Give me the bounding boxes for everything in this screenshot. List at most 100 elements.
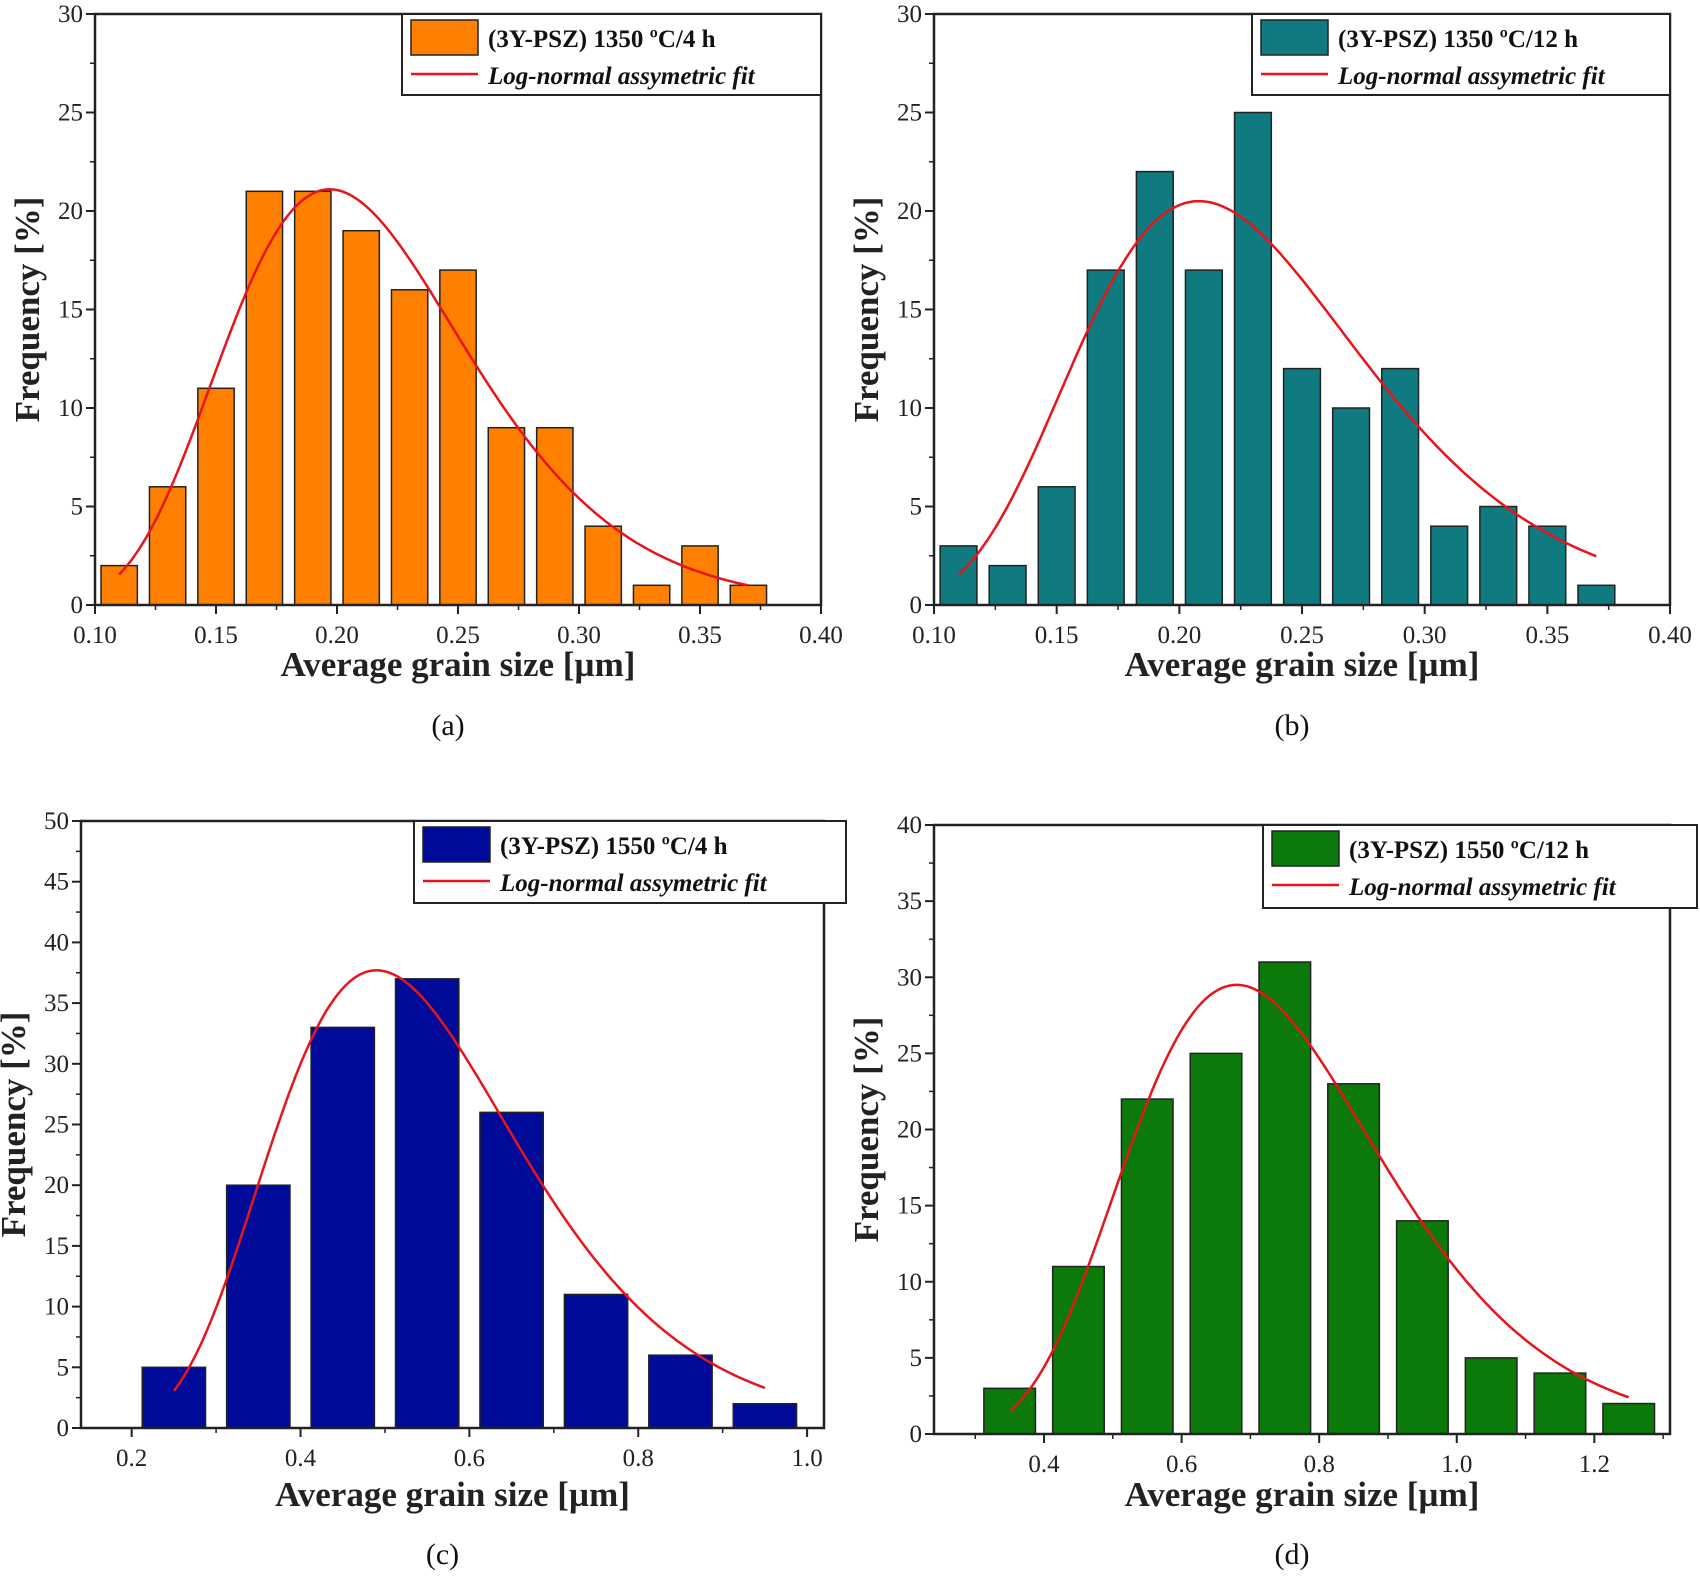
bar <box>535 426 574 606</box>
x-tick-label: 0.10 <box>73 622 117 649</box>
x-tick-label: 0.4 <box>285 1445 317 1472</box>
x-tick-label: 0.8 <box>623 1445 654 1472</box>
legend-label-series: (3Y-PSZ) 1550 ºC/12 h <box>1349 837 1589 864</box>
bar <box>1282 367 1322 606</box>
x-tick-label: 0.6 <box>454 1445 485 1472</box>
legend-bar-swatch <box>422 826 491 863</box>
bar <box>729 584 768 606</box>
y-tick-label: 25 <box>897 100 922 127</box>
x-tick-label: 1.2 <box>1579 1451 1610 1478</box>
x-tick-label: 0.20 <box>1157 622 1201 649</box>
y-tick-label: 20 <box>44 1172 69 1199</box>
fit-curve <box>118 188 749 587</box>
bar <box>1533 1372 1587 1435</box>
panel-caption: (b) <box>1275 709 1310 742</box>
bar <box>1037 486 1076 606</box>
y-tick-label: 15 <box>58 297 83 324</box>
y-tick-label: 30 <box>897 1 922 28</box>
fit-curve <box>1008 983 1630 1413</box>
legend: (3Y-PSZ) 1350 ºC/4 h Log-normal assymetri… <box>401 13 822 96</box>
bar <box>1184 269 1224 606</box>
y-tick-label: 25 <box>897 1040 922 1067</box>
x-tick-label: 0.30 <box>557 622 601 649</box>
y-tick-label: 20 <box>897 198 922 225</box>
bar <box>439 269 477 606</box>
x-tick-label: 0.15 <box>194 622 238 649</box>
y-tick-label: 30 <box>44 1051 69 1078</box>
bar <box>1331 407 1371 606</box>
bar <box>632 584 671 606</box>
bar <box>1189 1052 1243 1435</box>
y-axis-label: Frequency [%] <box>847 197 886 423</box>
bar <box>342 229 381 606</box>
y-tick-label: 15 <box>897 1193 922 1220</box>
bar <box>939 545 978 606</box>
chart-panel-a: 0 5 10 15 20 25 30 0.10 0.15 0.20 0.25 0.30 0.35 0.40… <box>8 1 843 742</box>
legend-bar-swatch <box>410 19 479 56</box>
bar <box>390 289 429 606</box>
bar <box>648 1354 713 1429</box>
y-tick-label: 0 <box>910 1421 923 1448</box>
bar <box>225 1184 291 1429</box>
chart-panel-b: 0 5 10 15 20 25 30 0.10 0.15 0.20 0.25 0.30 0.35 0.40… <box>847 1 1692 742</box>
panel-caption: (d) <box>1275 1538 1310 1571</box>
legend-bar-swatch <box>1260 19 1329 56</box>
y-tick-label: 0 <box>71 592 84 619</box>
x-tick-label: 0.40 <box>799 622 843 649</box>
y-tick-label: 10 <box>897 1269 922 1296</box>
y-tick-label: 45 <box>44 869 69 896</box>
y-tick-label: 5 <box>910 1345 923 1372</box>
x-axis-label: Average grain size [µm] <box>1125 1475 1480 1514</box>
bar <box>988 564 1027 606</box>
bar <box>1233 111 1273 606</box>
legend-label-fit: Log-normal assymetric fit <box>487 63 756 90</box>
bar <box>394 978 460 1429</box>
x-axis-label: Average grain size [µm] <box>275 1475 630 1514</box>
bar <box>245 190 284 606</box>
x-tick-label: 1.0 <box>791 1445 822 1472</box>
y-tick-label: 20 <box>897 1117 922 1144</box>
legend: (3Y-PSZ) 1550 ºC/4 h Log-normal assymetri… <box>413 820 847 904</box>
x-tick-label: 0.30 <box>1403 622 1447 649</box>
y-tick-label: 10 <box>44 1294 69 1321</box>
y-tick-label: 0 <box>57 1415 70 1442</box>
x-tick-label: 0.40 <box>1648 622 1692 649</box>
legend-label-series: (3Y-PSZ) 1350 ºC/12 h <box>1338 26 1578 53</box>
bar <box>148 486 187 606</box>
legend: (3Y-PSZ) 1350 ºC/12 h Log-normal assymetr… <box>1251 13 1671 96</box>
y-tick-label: 35 <box>44 990 69 1017</box>
bar <box>487 426 526 606</box>
y-tick-label: 30 <box>58 1 83 28</box>
y-tick-label: 5 <box>910 494 923 521</box>
x-tick-label: 0.4 <box>1028 1451 1060 1478</box>
chart-panel-d: 0 5 10 15 20 25 30 35 40 0.4 0.6 0.8 1.0 1.2 Average g… <box>847 812 1698 1571</box>
y-tick-label: 15 <box>44 1233 69 1260</box>
y-tick-label: 5 <box>71 494 84 521</box>
bar <box>1602 1402 1656 1435</box>
y-axis-label: Frequency [%] <box>0 1012 33 1238</box>
x-tick-label: 0.6 <box>1166 1451 1197 1478</box>
bar <box>983 1387 1037 1435</box>
x-tick-label: 0.8 <box>1304 1451 1335 1478</box>
y-tick-label: 10 <box>897 395 922 422</box>
x-tick-label: 0.25 <box>436 622 480 649</box>
y-tick-label: 40 <box>897 812 922 839</box>
bar <box>479 1111 545 1429</box>
legend-bar-swatch <box>1271 830 1340 867</box>
x-tick-label: 0.2 <box>116 1445 147 1472</box>
bar <box>584 525 623 606</box>
legend-label-series: (3Y-PSZ) 1350 ºC/4 h <box>488 26 716 53</box>
bar <box>310 1026 376 1429</box>
x-tick-label: 0.25 <box>1280 622 1324 649</box>
bar <box>293 190 332 606</box>
x-tick-label: 1.0 <box>1441 1451 1472 1478</box>
y-tick-label: 15 <box>897 297 922 324</box>
bar <box>1395 1220 1449 1435</box>
y-tick-label: 35 <box>897 888 922 915</box>
fit-curve <box>172 969 766 1392</box>
bar <box>1528 525 1567 606</box>
chart-panel-c: 0 5 10 15 20 25 30 35 40 45 50 0.2 0.4 0.6 0.8 1.0 Avera… <box>0 808 847 1571</box>
x-tick-label: 0.20 <box>315 622 359 649</box>
bar <box>1430 525 1469 606</box>
